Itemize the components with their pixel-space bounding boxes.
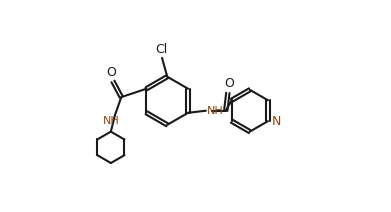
Text: NH: NH: [207, 106, 224, 116]
Text: NH: NH: [103, 116, 120, 126]
Text: O: O: [106, 66, 116, 79]
Text: N: N: [272, 115, 281, 128]
Text: O: O: [224, 77, 234, 90]
Text: Cl: Cl: [155, 43, 167, 56]
